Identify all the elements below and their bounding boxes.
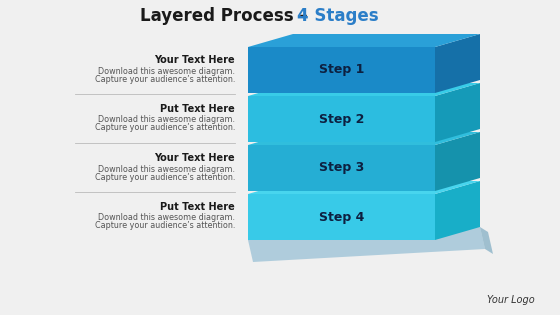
Text: Your Logo: Your Logo: [487, 295, 535, 305]
Text: Download this awesome diagram.: Download this awesome diagram.: [98, 66, 235, 76]
Polygon shape: [435, 132, 480, 191]
Text: Download this awesome diagram.: Download this awesome diagram.: [98, 164, 235, 174]
Text: Step 1: Step 1: [319, 64, 364, 77]
Text: Download this awesome diagram.: Download this awesome diagram.: [98, 214, 235, 222]
Text: Put Text Here: Put Text Here: [160, 202, 235, 212]
Text: Capture your audience’s attention.: Capture your audience’s attention.: [95, 123, 235, 133]
Polygon shape: [435, 181, 480, 240]
Polygon shape: [248, 83, 480, 96]
Polygon shape: [480, 227, 493, 254]
Polygon shape: [435, 34, 480, 93]
Text: Step 4: Step 4: [319, 210, 364, 224]
Text: Capture your audience’s attention.: Capture your audience’s attention.: [95, 75, 235, 83]
Polygon shape: [435, 83, 480, 142]
Polygon shape: [248, 47, 435, 93]
Text: Capture your audience’s attention.: Capture your audience’s attention.: [95, 221, 235, 231]
Polygon shape: [248, 132, 480, 145]
Text: Step 2: Step 2: [319, 112, 364, 125]
Text: Step 3: Step 3: [319, 162, 364, 175]
Text: Your Text Here: Your Text Here: [155, 55, 235, 65]
Polygon shape: [248, 227, 485, 262]
Text: Download this awesome diagram.: Download this awesome diagram.: [98, 116, 235, 124]
Text: Your Text Here: Your Text Here: [155, 153, 235, 163]
Polygon shape: [248, 181, 480, 194]
Text: Put Text Here: Put Text Here: [160, 104, 235, 114]
Text: 4 Stages: 4 Stages: [297, 7, 379, 25]
Polygon shape: [248, 96, 435, 142]
Polygon shape: [248, 34, 480, 47]
Polygon shape: [248, 145, 435, 191]
Text: Capture your audience’s attention.: Capture your audience’s attention.: [95, 173, 235, 181]
Polygon shape: [248, 194, 435, 240]
Text: Layered Process –: Layered Process –: [140, 7, 314, 25]
